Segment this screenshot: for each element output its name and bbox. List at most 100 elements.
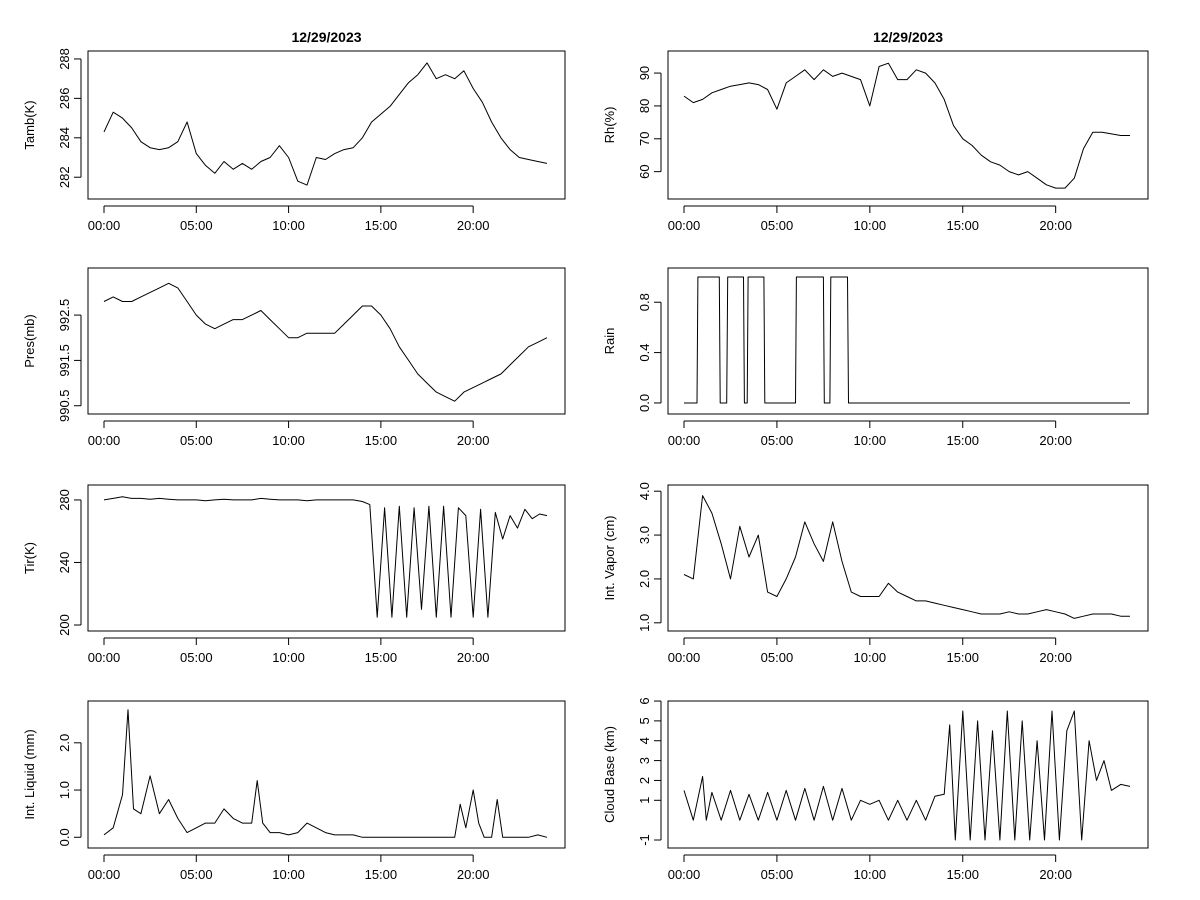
x-tick-label: 00:00 bbox=[668, 218, 701, 233]
y-axis-label: Cloud Base (km) bbox=[602, 726, 617, 823]
series-line bbox=[103, 496, 548, 618]
y-tick-label: 2.0 bbox=[637, 570, 652, 588]
series-line bbox=[683, 495, 1130, 619]
series-line bbox=[103, 62, 548, 186]
series-line bbox=[103, 709, 548, 838]
x-tick-label: 20:00 bbox=[1039, 218, 1072, 233]
x-tick-label: 10:00 bbox=[854, 867, 887, 882]
y-tick-label: -1 bbox=[637, 834, 652, 846]
series-line bbox=[103, 282, 548, 402]
plot-frame bbox=[87, 50, 566, 200]
y-axis-label: Int. Vapor (cm) bbox=[602, 515, 617, 600]
y-axis-label: Tamb(K) bbox=[22, 100, 37, 149]
x-tick-label: 20:00 bbox=[1039, 650, 1072, 665]
chart-title: 12/29/2023 bbox=[291, 29, 361, 45]
series-line bbox=[683, 62, 1130, 189]
y-tick-label: 0.8 bbox=[637, 293, 652, 311]
panel-2: 12/29/2023 00:00 05:00 10:00 15:00 20:00 60 70 8… bbox=[602, 29, 1149, 233]
x-tick-label: 10:00 bbox=[854, 650, 887, 665]
x-tick-label: 20:00 bbox=[457, 433, 490, 448]
y-tick-label: 288 bbox=[57, 48, 72, 70]
y-tick-label: 4.0 bbox=[637, 482, 652, 500]
y-tick-label: 90 bbox=[637, 66, 652, 80]
y-tick-label: 990.5 bbox=[57, 389, 72, 422]
series-line bbox=[684, 276, 1130, 404]
y-axis-label: Rain bbox=[602, 328, 617, 355]
panel-8: 00:00 05:00 10:00 15:00 20:00 -1 1 2 3 4 5 6 Cloud B… bbox=[602, 697, 1149, 882]
y-tick-label: 6 bbox=[637, 697, 652, 704]
x-tick-label: 05:00 bbox=[180, 218, 213, 233]
y-tick-label: 70 bbox=[637, 132, 652, 146]
x-tick-label: 15:00 bbox=[946, 433, 979, 448]
x-tick-label: 15:00 bbox=[365, 650, 398, 665]
x-tick-label: 05:00 bbox=[180, 650, 213, 665]
x-tick-label: 15:00 bbox=[946, 650, 979, 665]
y-axis-label: Int. Liquid (mm) bbox=[22, 729, 37, 819]
plot-frame bbox=[87, 700, 566, 849]
y-tick-label: 1.0 bbox=[57, 781, 72, 799]
y-tick-label: 3 bbox=[637, 757, 652, 764]
y-tick-label: 0.0 bbox=[57, 828, 72, 846]
x-tick-label: 05:00 bbox=[180, 433, 213, 448]
x-tick-label: 00:00 bbox=[668, 433, 701, 448]
x-tick-label: 10:00 bbox=[854, 218, 887, 233]
x-tick-label: 00:00 bbox=[668, 650, 701, 665]
x-tick-label: 20:00 bbox=[1039, 433, 1072, 448]
plot-frame bbox=[87, 267, 566, 415]
panel-6: 00:00 05:00 10:00 15:00 20:00 1.0 2.0 3.0 4.0 Int… bbox=[602, 482, 1149, 665]
x-tick-label: 20:00 bbox=[457, 218, 490, 233]
x-tick-label: 00:00 bbox=[88, 218, 121, 233]
x-tick-label: 20:00 bbox=[457, 650, 490, 665]
plot-frame bbox=[667, 267, 1149, 415]
x-tick-label: 20:00 bbox=[457, 867, 490, 882]
panel-4: 00:00 05:00 10:00 15:00 20:00 0.0 0.4 0.8 Rain bbox=[602, 267, 1149, 448]
panel-1: 12/29/2023 00:00 05:00 10:00 15:00 20:00 282 28… bbox=[22, 29, 566, 233]
x-tick-label: 15:00 bbox=[365, 218, 398, 233]
y-tick-label: 80 bbox=[637, 99, 652, 113]
panel-5: 00:00 05:00 10:00 15:00 20:00 200 240 280 Tir(K) bbox=[22, 484, 566, 665]
y-axis-label: Tir(K) bbox=[22, 542, 37, 574]
x-tick-label: 15:00 bbox=[946, 218, 979, 233]
x-tick-label: 05:00 bbox=[761, 650, 794, 665]
y-tick-label: 0.0 bbox=[637, 394, 652, 412]
y-tick-label: 991.5 bbox=[57, 344, 72, 377]
y-tick-label: 3.0 bbox=[637, 526, 652, 544]
x-tick-label: 10:00 bbox=[854, 433, 887, 448]
x-tick-label: 05:00 bbox=[180, 867, 213, 882]
y-tick-label: 1 bbox=[637, 797, 652, 804]
x-tick-label: 10:00 bbox=[272, 433, 305, 448]
x-tick-label: 00:00 bbox=[88, 433, 121, 448]
y-tick-label: 1.0 bbox=[637, 614, 652, 632]
x-tick-label: 10:00 bbox=[272, 650, 305, 665]
series-line bbox=[683, 710, 1131, 841]
y-axis-label: Pres(mb) bbox=[22, 314, 37, 367]
y-tick-label: 2.0 bbox=[57, 734, 72, 752]
panel-3: 00:00 05:00 10:00 15:00 20:00 990.5 991.5 992.5… bbox=[22, 267, 566, 448]
x-tick-label: 05:00 bbox=[761, 867, 794, 882]
panel-7: 00:00 05:00 10:00 15:00 20:00 0.0 1.0 2.0 Int. L… bbox=[22, 700, 566, 882]
x-tick-label: 10:00 bbox=[272, 867, 305, 882]
y-tick-label: 992.5 bbox=[57, 299, 72, 332]
plot-frame bbox=[667, 700, 1149, 849]
y-tick-label: 200 bbox=[57, 614, 72, 636]
plot-frame bbox=[667, 484, 1149, 632]
x-tick-label: 05:00 bbox=[761, 433, 794, 448]
y-tick-label: 240 bbox=[57, 552, 72, 574]
x-tick-label: 15:00 bbox=[946, 867, 979, 882]
y-tick-label: 4 bbox=[637, 737, 652, 744]
x-tick-label: 15:00 bbox=[365, 867, 398, 882]
y-tick-label: 60 bbox=[637, 164, 652, 178]
y-tick-label: 5 bbox=[637, 717, 652, 724]
x-tick-label: 15:00 bbox=[365, 433, 398, 448]
y-tick-label: 282 bbox=[57, 166, 72, 188]
x-tick-label: 00:00 bbox=[668, 867, 701, 882]
x-tick-label: 10:00 bbox=[272, 218, 305, 233]
plot-frame bbox=[667, 50, 1149, 200]
x-tick-label: 00:00 bbox=[88, 650, 121, 665]
y-tick-label: 286 bbox=[57, 88, 72, 110]
x-tick-label: 00:00 bbox=[88, 867, 121, 882]
y-tick-label: 284 bbox=[57, 127, 72, 149]
y-tick-label: 2 bbox=[637, 777, 652, 784]
x-tick-label: 05:00 bbox=[761, 218, 794, 233]
